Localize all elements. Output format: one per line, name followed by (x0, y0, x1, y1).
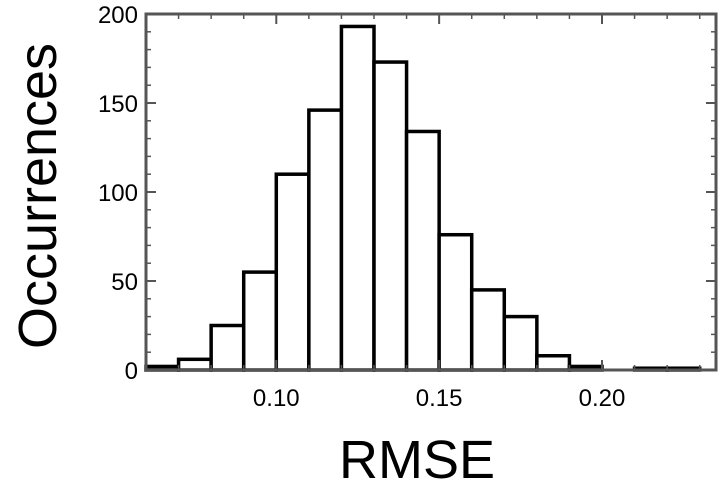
y-tick-label: 100 (98, 180, 138, 207)
y-tick-label: 150 (98, 91, 138, 118)
histogram-bar-12 (535, 354, 572, 372)
histogram-bar-10 (469, 288, 507, 372)
y-tick-label: 0 (125, 358, 138, 385)
x-tick-label: 0.15 (416, 385, 463, 412)
histogram-bar-3 (241, 270, 279, 372)
histogram-bar-9 (437, 232, 474, 372)
tick-labels-layer: 0.10 0.15 0.20 0 50 100 150 200 (98, 2, 625, 412)
x-axis-title: RMSE (339, 430, 495, 490)
y-tick-label: 200 (98, 2, 138, 29)
plot-frame (144, 12, 718, 372)
histogram-bar-2 (209, 323, 246, 372)
histogram-bar-5 (307, 108, 344, 372)
y-tick-label: 50 (111, 269, 138, 296)
x-tick-label: 0.20 (579, 385, 626, 412)
y-axis-title: Occurrences (8, 43, 68, 349)
histogram-bar-8 (404, 129, 441, 372)
histogram-bar-11 (502, 314, 539, 372)
x-tick-label: 0.10 (253, 385, 300, 412)
bars-layer (144, 24, 702, 372)
histogram-bar-6 (339, 24, 376, 372)
ticks-layer (146, 13, 716, 371)
histogram-bar-1 (176, 357, 213, 372)
histogram-bar-4 (274, 172, 311, 372)
histogram-bar-7 (372, 60, 409, 372)
